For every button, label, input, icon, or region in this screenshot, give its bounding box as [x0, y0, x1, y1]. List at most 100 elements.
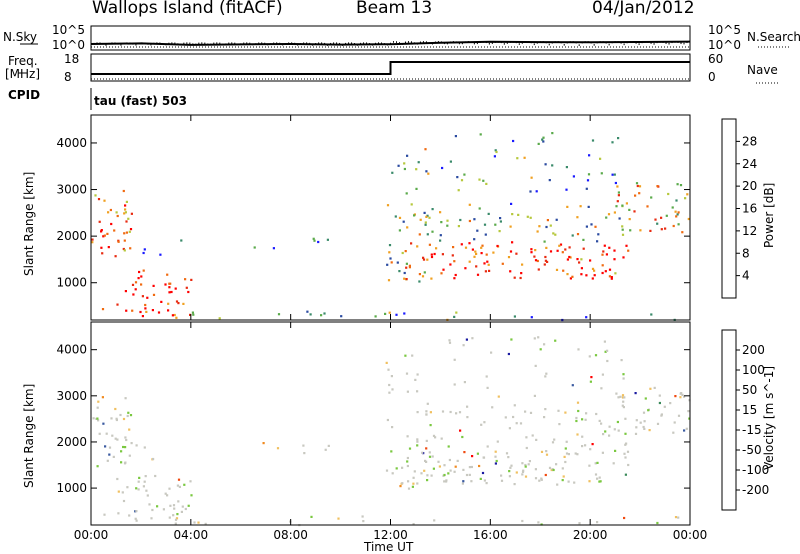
velocity-data-cell — [600, 422, 603, 425]
velocity-data-cell — [197, 521, 200, 524]
power-data-cell — [625, 202, 628, 205]
velocity-data-cell — [590, 376, 593, 379]
velocity-data-cell — [115, 417, 118, 420]
power-data-cell — [272, 247, 275, 250]
power-data-cell — [164, 283, 167, 286]
velocity-data-cell — [564, 447, 567, 450]
power-data-cell — [509, 250, 513, 253]
velocity-data-cell — [471, 455, 474, 458]
velocity-data-cell — [677, 516, 680, 519]
power-data-cell — [101, 308, 105, 311]
velocity-data-cell — [466, 416, 469, 419]
velocity-data-cell — [428, 451, 431, 454]
velocity-data-cell — [177, 478, 181, 481]
power-data-cell — [403, 162, 406, 165]
power-data-cell — [312, 237, 315, 240]
velocity-data-cell — [508, 470, 511, 473]
velocity-data-cell — [513, 404, 516, 407]
power-data-cell — [253, 246, 256, 249]
velocity-data-cell — [577, 409, 580, 413]
power-data-cell — [124, 208, 127, 211]
power-data-cell — [140, 283, 143, 286]
velocity-colorbar-label: 15 — [742, 403, 757, 417]
date-label: 04/Jan/2012 — [592, 0, 695, 18]
velocity-data-cell — [494, 462, 497, 465]
power-data-cell — [401, 251, 404, 255]
power-data-cell — [610, 277, 613, 280]
power-data-cell — [404, 250, 407, 253]
power-data-cell — [464, 246, 468, 249]
velocity-data-cell — [143, 480, 146, 483]
power-data-cell — [388, 311, 391, 314]
velocity-data-cell — [683, 395, 686, 398]
velocity-data-cell — [545, 372, 548, 375]
power-data-cell — [650, 313, 653, 316]
velocity-data-cell — [626, 450, 630, 453]
velocity-data-cell — [430, 474, 433, 477]
velocity-data-cell — [591, 443, 594, 446]
velocity-data-cell — [97, 419, 100, 422]
velocity-data-cell — [687, 410, 690, 413]
velocity-data-cell — [483, 479, 486, 482]
velocity-data-cell — [164, 492, 167, 495]
velocity-data-cell — [124, 436, 127, 439]
velocity-data-cell — [624, 473, 627, 476]
velocity-data-cell — [425, 439, 428, 442]
velocity-data-cell — [642, 411, 646, 414]
power-data-cell — [449, 160, 452, 163]
power-data-cell — [509, 270, 512, 273]
velocity-data-cell — [581, 418, 584, 421]
velocity-data-cell — [555, 463, 558, 466]
power-data-cell — [677, 211, 680, 214]
power-data-cell — [180, 239, 183, 242]
velocity-colorbar-label: 200 — [742, 343, 765, 357]
power-data-cell — [523, 156, 526, 159]
power-data-cell — [168, 282, 171, 285]
velocity-data-cell — [588, 464, 591, 467]
power-data-cell — [585, 187, 588, 190]
power-data-cell — [113, 229, 116, 232]
power-data-cell — [453, 277, 456, 280]
power-data-cell — [171, 314, 174, 317]
velocity-data-cell — [449, 410, 452, 414]
power-data-cell — [110, 222, 113, 226]
power-data-cell — [608, 268, 612, 271]
power-data-cell — [139, 310, 142, 314]
velocity-data-cell — [156, 505, 159, 508]
velocity-data-cell — [578, 522, 581, 525]
power-data-cell — [167, 302, 170, 305]
power-data-cell — [433, 252, 436, 256]
velocity-data-cell — [623, 396, 626, 399]
power-data-cell — [474, 250, 477, 253]
velocity-data-cell — [603, 340, 606, 343]
velocity-data-cell — [421, 451, 424, 454]
velocity-data-cell — [507, 352, 510, 356]
power-data-cell — [174, 287, 177, 290]
power-data-cell — [456, 176, 459, 179]
velocity-data-cell — [596, 521, 599, 524]
power-data-cell — [568, 246, 571, 249]
velocity-data-cell — [599, 480, 602, 483]
power-data-cell — [537, 268, 540, 271]
velocity-data-cell — [96, 417, 99, 420]
power-data-cell — [614, 272, 617, 275]
power-data-cell — [144, 307, 147, 310]
power-data-cell — [499, 220, 502, 223]
velocity-data-cell — [406, 460, 409, 463]
power-data-cell — [660, 216, 663, 219]
power-data-cell — [142, 269, 145, 272]
velocity-data-cell — [531, 434, 534, 437]
velocity-data-cell — [612, 462, 615, 465]
velocity-data-cell — [413, 470, 416, 473]
power-data-cell — [426, 214, 429, 217]
velocity-data-cell — [106, 459, 109, 462]
velocity-data-cell — [617, 429, 620, 432]
power-data-cell — [144, 303, 147, 307]
velocity-data-cell — [521, 462, 524, 465]
power-data-cell — [184, 278, 187, 281]
velocity-data-cell — [564, 460, 567, 464]
velocity-data-cell — [508, 427, 511, 430]
velocity-colorbar-label: -100 — [742, 463, 769, 477]
power-data-cell — [453, 260, 456, 263]
velocity-data-cell — [604, 430, 607, 433]
